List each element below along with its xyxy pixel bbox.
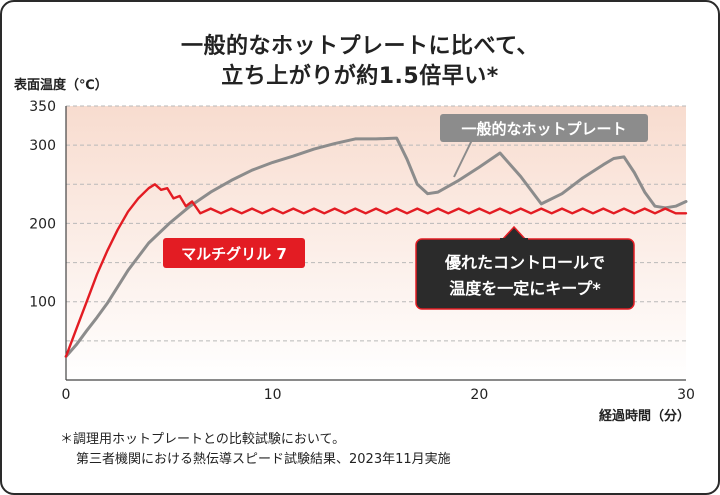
x-tick-label: 30 <box>677 387 695 403</box>
generic-callout-pointer <box>453 139 473 178</box>
chart-title-line2: 立ち上がりが約1.5倍早い* <box>221 64 499 89</box>
control-callout-joint <box>500 238 528 242</box>
generic-callout-text: 一般的なホットプレート <box>461 120 626 138</box>
x-tick-label: 20 <box>470 387 488 403</box>
x-axis-label: 経過時間（分） <box>599 408 690 424</box>
control-callout-line1: 優れたコントロールで <box>444 253 605 272</box>
y-tick-label: 350 <box>29 99 56 115</box>
y-tick-label: 300 <box>29 138 56 154</box>
series-lines <box>64 136 688 358</box>
axes <box>65 106 686 381</box>
multigrill-line <box>64 183 688 358</box>
y-axis-label: 表面温度（℃） <box>14 78 108 93</box>
x-tick-label: 10 <box>264 387 282 403</box>
tick-labels: 100 200 300 350 0 10 20 30 経過時間（分） <box>29 99 695 424</box>
footnote-line1: ＊調理用ホットプレートとの比較試験において。 <box>60 432 346 447</box>
control-callout-box <box>415 238 635 310</box>
generic-callout-box <box>440 114 648 142</box>
control-callout-line2: 温度を一定にキープ* <box>448 279 601 298</box>
gridlines <box>66 105 686 342</box>
multigrill-callout-text: マルチグリル 7 <box>181 245 287 263</box>
footnote-line2: 第三者機関における熱伝導スピード試験結果、2023年11月実施 <box>76 452 451 467</box>
generic-hotplate-line <box>64 136 688 358</box>
y-tick-label: 100 <box>29 295 56 311</box>
y-tick-label: 200 <box>29 216 56 232</box>
chart-title-line1: 一般的なホットプレートに比べて、 <box>180 34 540 59</box>
footnote: ＊調理用ホットプレートとの比較試験において。 第三者機関における熱伝導スピード試… <box>60 430 451 470</box>
multigrill-callout-box <box>163 238 305 268</box>
x-tick-label: 0 <box>62 387 71 403</box>
chart-title: 一般的なホットプレートに比べて、 立ち上がりが約1.5倍早い* <box>2 32 718 92</box>
